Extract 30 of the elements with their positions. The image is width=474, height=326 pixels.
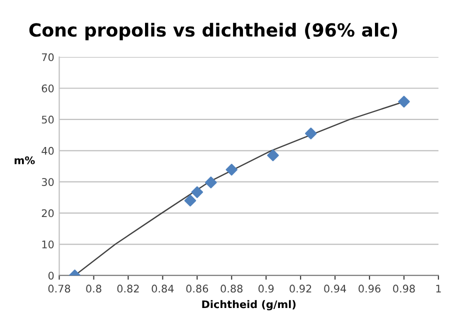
point — [226, 164, 238, 176]
point — [205, 176, 217, 188]
y-axis-title: m% — [14, 156, 35, 164]
x-tick-label: 0.88 — [220, 284, 242, 293]
y-tick-label: 70 — [42, 53, 54, 62]
point — [398, 96, 410, 108]
x-tick-label: 1 — [436, 284, 441, 292]
y-tick-label: 60 — [42, 84, 54, 92]
y-tick-label: 50 — [42, 116, 54, 124]
x-tick-label: 0.86 — [186, 284, 208, 293]
x-tick-label: 0.92 — [290, 284, 312, 293]
point — [305, 128, 317, 140]
chart-title: Conc propolis vs dichtheid (96% alc) — [29, 22, 398, 40]
x-tick-label: 0.96 — [358, 284, 380, 293]
point — [191, 186, 204, 198]
x-tick-label: 0.78 — [48, 284, 70, 293]
y-tick-label: 0 — [48, 272, 54, 280]
point — [184, 194, 196, 206]
x-tick-label: 0.98 — [393, 284, 415, 293]
x-tick-label: 0.8 — [86, 284, 102, 293]
x-tick-label: 0.94 — [324, 284, 346, 293]
y-tick-label: 40 — [42, 146, 54, 155]
point — [267, 149, 279, 162]
x-tick-label: 0.82 — [117, 284, 139, 293]
y-tick-label: 20 — [42, 209, 54, 218]
y-tick-label: 30 — [42, 178, 54, 186]
x-axis-title: Dichtheid (g/ml) — [202, 300, 296, 310]
x-tick-label: 0.9 — [258, 284, 274, 293]
y-tick-label: 10 — [42, 240, 54, 248]
x-tick-label: 0.84 — [152, 284, 174, 293]
